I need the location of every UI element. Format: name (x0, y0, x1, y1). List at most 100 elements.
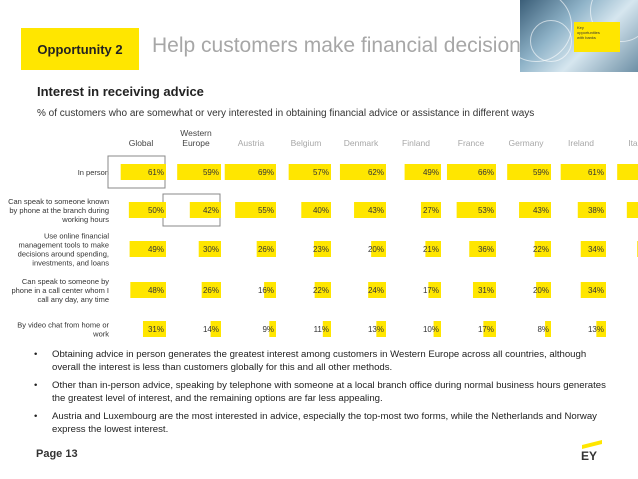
column-header: Global (129, 138, 154, 148)
bar (288, 164, 331, 180)
page-title: Help customers make financial decisions (152, 34, 532, 57)
data-label: 26% (203, 286, 219, 295)
row-label: In person (78, 168, 109, 177)
bullet-marker: • (34, 380, 38, 391)
data-label: 61% (588, 168, 604, 177)
finding-text: Other than in-person advice, speaking by… (52, 380, 606, 404)
bar (210, 321, 221, 337)
ey-logo-icon: EY (581, 440, 602, 462)
key-findings: • Obtaining advice in person generates t… (30, 348, 610, 441)
data-label: 61% (148, 168, 164, 177)
finding-text: Obtaining advice in person generates the… (52, 349, 587, 373)
header-image-caption: Key opportunities with banks (577, 25, 600, 40)
data-label: 27% (423, 206, 439, 215)
bar (580, 241, 606, 257)
data-label: 17% (478, 325, 494, 334)
data-label: 66% (478, 168, 494, 177)
header-image: Key opportunities with banks (520, 0, 638, 72)
row-label: Can speak to someone by phone in a call c… (11, 277, 109, 304)
column-header: Italy (628, 138, 638, 148)
finding-item: • Other than in-person advice, speaking … (30, 379, 610, 405)
data-label: 34% (588, 286, 604, 295)
bar (560, 164, 606, 180)
ey-logo-text: EY (581, 449, 597, 462)
bar (626, 202, 638, 218)
row-label: Use online financial management tools to … (18, 232, 110, 268)
column-header: Austria (238, 138, 265, 148)
bar (577, 202, 606, 218)
data-label: 59% (533, 168, 549, 177)
bar (129, 241, 166, 257)
bar (469, 241, 496, 257)
data-label: 40% (313, 206, 329, 215)
bar (301, 202, 331, 218)
data-label: 22% (533, 245, 549, 254)
bar (313, 241, 331, 257)
bar (376, 321, 386, 337)
column-header: Belgium (291, 138, 322, 148)
data-label: 43% (368, 206, 384, 215)
row-label: Can speak to someone known by phone at th… (8, 197, 109, 224)
data-label: 49% (148, 245, 164, 254)
bar (201, 282, 221, 298)
data-label: 11% (314, 325, 329, 334)
bullet-marker: • (34, 411, 38, 422)
bar (580, 282, 606, 298)
data-label: 10% (423, 325, 439, 334)
bar (224, 164, 276, 180)
data-label: 55% (258, 206, 274, 215)
bar (371, 241, 386, 257)
row-label: By video chat from home or work (17, 321, 109, 339)
bar (425, 241, 441, 257)
bar (617, 164, 638, 180)
bar (269, 321, 276, 337)
data-label: 20% (368, 245, 384, 254)
bar (354, 202, 386, 218)
data-label: 53% (478, 206, 494, 215)
data-label: 43% (533, 206, 549, 215)
advice-interest-chart: Global Western Europe Austria Belgium Denmark… (8, 128, 638, 339)
finding-item: • Obtaining advice in person generates t… (30, 348, 610, 374)
bar (264, 282, 276, 298)
data-label: 62% (368, 168, 384, 177)
data-label: 8% (537, 325, 549, 334)
data-label: 34% (588, 245, 604, 254)
data-label: 30% (203, 245, 219, 254)
bar (142, 321, 166, 337)
column-header: Western Europe (180, 128, 212, 148)
data-label: 23% (313, 245, 329, 254)
bar (545, 321, 551, 337)
bar (446, 164, 496, 180)
data-label: 24% (368, 286, 384, 295)
column-header: Denmark (344, 138, 379, 148)
bar (177, 164, 221, 180)
column-header: Finland (402, 138, 430, 148)
bar (483, 321, 496, 337)
column-header: Germany (509, 138, 545, 148)
header-image-tag (574, 22, 620, 52)
bar (235, 202, 276, 218)
bar (314, 282, 331, 298)
bar (120, 164, 166, 180)
bar (404, 164, 441, 180)
bar (534, 241, 551, 257)
column-header: Ireland (568, 138, 594, 148)
bar (130, 282, 166, 298)
bar (189, 202, 221, 218)
bar (322, 321, 331, 337)
data-label: 50% (148, 206, 164, 215)
bar (507, 164, 551, 180)
bar (256, 241, 276, 257)
bar (428, 282, 441, 298)
data-label: 38% (588, 206, 604, 215)
data-label: 49% (423, 168, 439, 177)
data-label: 17% (423, 286, 439, 295)
finding-item: • Austria and Luxembourg are the most in… (30, 410, 610, 436)
data-label: 31% (478, 286, 494, 295)
data-label: 13% (588, 325, 604, 334)
data-label: 16% (258, 286, 274, 295)
data-label: 42% (203, 206, 219, 215)
data-label: 48% (148, 286, 164, 295)
data-label: 9% (262, 325, 274, 334)
data-label: 14% (203, 325, 219, 334)
